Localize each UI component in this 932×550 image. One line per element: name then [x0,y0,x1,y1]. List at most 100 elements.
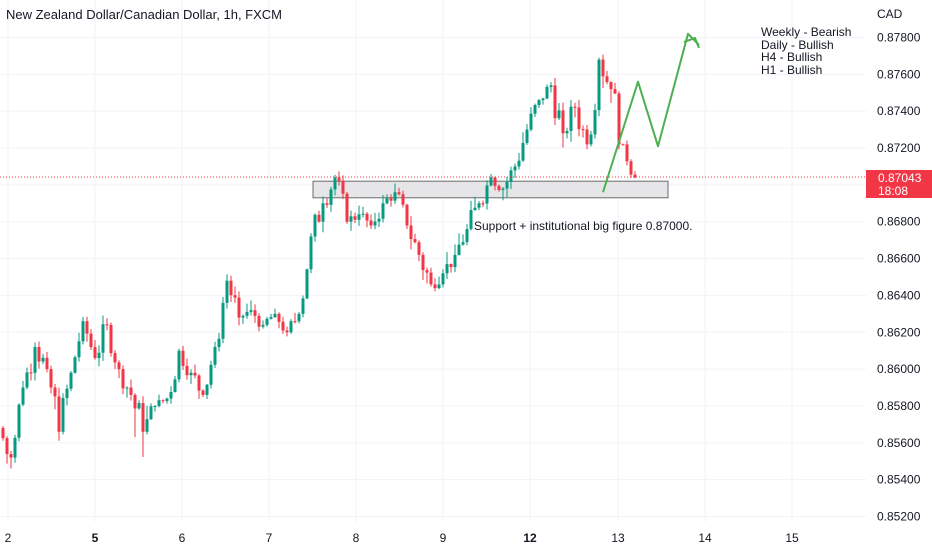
candle-body [525,129,529,143]
x-tick-label: 15 [785,531,799,545]
timeframe-bias-notes: Weekly - Bearish Daily - Bullish H4 - Bu… [761,26,851,76]
candle-body [453,254,457,268]
candle-body [409,225,413,240]
candle-body [57,396,61,432]
y-tick-label: 0.85600 [877,436,921,450]
candle-body [489,177,493,186]
x-tick-label: 6 [179,531,186,545]
candle-body [377,218,381,222]
candle-body [277,313,281,322]
candle-body [313,214,317,237]
y-tick-label: 0.85200 [877,510,921,524]
y-tick-label: 0.86400 [877,288,921,302]
candle-body [589,134,593,145]
candle-body [577,107,581,130]
candle-body [449,264,453,268]
candle-body [501,188,505,191]
candle-body [229,280,233,296]
candle-body [293,321,297,323]
candle-body [33,347,37,373]
candle-body [269,317,273,319]
candle-body [481,203,485,205]
candle-body [201,390,205,395]
candle-body [149,406,153,420]
candle-body [317,214,321,222]
candle-body [29,372,33,374]
candle-body [545,86,549,99]
candle-body [37,347,41,362]
candle-body [17,404,21,438]
candle-body [441,273,445,285]
candle-body [193,372,197,376]
candle-body [473,207,477,211]
candle-body [69,372,73,389]
candle-body [521,142,525,161]
candle-body [121,369,125,389]
candle-body [385,198,389,204]
candle-body [509,170,513,182]
candle-body [597,59,601,111]
chart-title: New Zealand Dollar/Canadian Dollar, 1h, … [6,7,283,22]
candle-body [161,400,165,402]
candle-body [53,387,57,397]
candle-body [585,129,589,145]
candle-body [493,177,497,186]
candle-body [241,315,245,318]
candle-body [221,302,225,339]
y-tick-label: 0.86000 [877,362,921,376]
candle-body [633,174,637,178]
y-tick-label: 0.87400 [877,104,921,118]
candle-body [425,270,429,273]
candle-body [129,387,133,395]
candle-body [537,100,541,106]
y-tick-label: 0.87200 [877,141,921,155]
candle-body [153,405,157,407]
candle-body [253,310,257,316]
candle-body [21,387,25,405]
candle-body [581,129,585,131]
candle-body [249,310,253,312]
candle-body [553,85,557,119]
candle-body [309,236,313,270]
candle-body [533,105,537,114]
candle-body [373,221,377,226]
y-tick-label: 0.85400 [877,473,921,487]
candle-body [557,110,561,119]
candle-body [477,203,481,208]
candle-body [9,454,13,458]
candle-body [301,298,305,314]
candle-body [469,210,473,230]
y-tick-label: 0.86600 [877,252,921,266]
candle-body [133,394,137,409]
x-tick-label: 14 [698,531,712,545]
candle-body [321,203,325,222]
candle-body [573,106,577,108]
candle-body [97,352,101,359]
candle-body [181,350,185,366]
candle-body [65,388,69,399]
candle-body [349,216,353,222]
candle-body [337,177,341,181]
candle-body [305,269,309,299]
candle-body [173,379,177,393]
currency-label: CAD [877,7,903,21]
grid-lines [0,0,866,522]
candle-body [405,204,409,226]
candle-body [141,403,145,432]
candle-body [393,192,397,201]
candle-body [165,398,169,402]
projection-path [602,32,700,193]
candle-body [125,387,129,389]
candle-body [601,59,605,77]
candle-body [457,244,461,255]
candle-body [417,242,421,255]
candle-body [1,428,5,439]
candle-body [609,82,613,90]
candle-body [185,365,189,376]
candle-body [169,392,173,399]
candle-body [285,330,289,333]
x-tick-label: 13 [611,531,625,545]
candle-body [421,254,425,271]
projection-arrowhead [683,36,700,49]
projection-line [602,32,700,193]
